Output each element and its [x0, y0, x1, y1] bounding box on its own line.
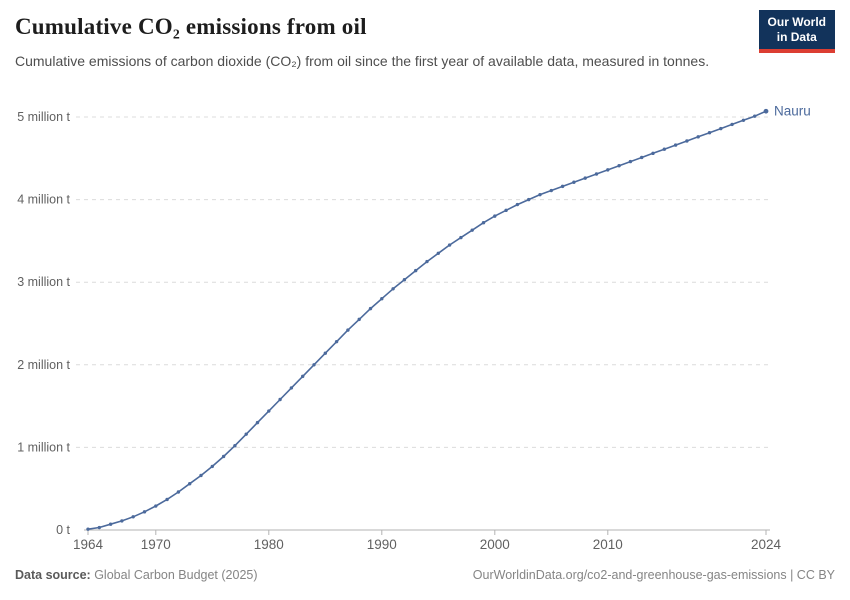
- data-point[interactable]: [685, 139, 689, 143]
- y-tick-label: 4 million t: [17, 193, 70, 207]
- data-point[interactable]: [323, 351, 327, 355]
- y-tick-label: 3 million t: [17, 275, 70, 289]
- data-point[interactable]: [368, 306, 373, 311]
- y-tick-label: 5 million t: [17, 110, 70, 124]
- data-point[interactable]: [459, 235, 463, 240]
- owid-logo[interactable]: Our World in Data: [758, 10, 835, 53]
- data-point[interactable]: [515, 202, 520, 207]
- x-tick-label: 1964: [73, 537, 104, 552]
- data-point[interactable]: [131, 515, 135, 519]
- data-point[interactable]: [436, 251, 440, 255]
- data-point[interactable]: [583, 176, 587, 180]
- data-point[interactable]: [154, 504, 158, 508]
- data-point[interactable]: [86, 527, 90, 531]
- page-subtitle: Cumulative emissions of carbon dioxide (…: [15, 53, 710, 69]
- data-point[interactable]: [391, 287, 395, 291]
- data-point[interactable]: [572, 180, 576, 184]
- x-tick-label: 2000: [480, 537, 510, 552]
- data-point[interactable]: [730, 122, 734, 127]
- data-point[interactable]: [470, 228, 474, 232]
- y-tick-label: 0 t: [56, 523, 70, 537]
- line-chart[interactable]: 0 t 1 million t 2 million t 3 million t 4 mi…: [0, 95, 850, 565]
- data-source-value: Global Carbon Budget (2025): [90, 568, 258, 582]
- data-point[interactable]: [221, 454, 226, 459]
- data-point[interactable]: [334, 339, 339, 344]
- owid-logo-line1: Our World: [767, 15, 826, 29]
- data-point[interactable]: [651, 151, 655, 156]
- page-title: Cumulative CO₂ emissions from oil: [15, 14, 367, 39]
- data-point[interactable]: [301, 374, 305, 379]
- x-tick-label: 1980: [254, 537, 284, 552]
- data-point[interactable]: [640, 155, 644, 160]
- data-point[interactable]: [165, 497, 169, 502]
- data-point[interactable]: [278, 397, 282, 402]
- data-source: Data source: Global Carbon Budget (2025): [15, 568, 258, 582]
- data-point[interactable]: [493, 214, 497, 218]
- owid-logo-line2: in Data: [776, 30, 817, 44]
- data-point[interactable]: [244, 432, 248, 436]
- data-point[interactable]: [188, 482, 192, 486]
- data-point[interactable]: [560, 184, 565, 189]
- data-point[interactable]: [255, 420, 260, 425]
- data-point[interactable]: [233, 444, 237, 448]
- data-point[interactable]: [402, 278, 407, 282]
- chart-footer: Data source: Global Carbon Budget (2025)…: [15, 568, 835, 582]
- data-point[interactable]: [97, 525, 102, 530]
- data-point[interactable]: [108, 522, 113, 526]
- data-point[interactable]: [210, 464, 214, 469]
- data-point[interactable]: [538, 192, 542, 197]
- data-point[interactable]: [289, 386, 294, 390]
- series-line[interactable]: [87, 110, 767, 530]
- x-tick-label: 1990: [367, 537, 397, 552]
- data-point[interactable]: [628, 159, 633, 164]
- data-point[interactable]: [673, 143, 678, 147]
- data-point[interactable]: [617, 164, 621, 168]
- data-point[interactable]: [707, 130, 712, 135]
- data-point[interactable]: [753, 114, 757, 118]
- series-end-point[interactable]: [763, 108, 769, 114]
- data-source-label: Data source:: [15, 568, 91, 582]
- data-point[interactable]: [549, 188, 553, 193]
- data-point[interactable]: [357, 317, 361, 322]
- footer-link[interactable]: OurWorldinData.org/co2-and-greenhouse-ga…: [472, 568, 835, 582]
- data-point[interactable]: [504, 208, 508, 213]
- data-point[interactable]: [120, 519, 124, 523]
- x-tick-label: 2024: [751, 537, 782, 552]
- data-point[interactable]: [312, 363, 316, 367]
- y-tick-label: 2 million t: [17, 358, 70, 372]
- data-point[interactable]: [719, 126, 723, 131]
- x-tick-label: 1970: [141, 537, 171, 552]
- data-point[interactable]: [696, 135, 700, 139]
- y-tick-label: 1 million t: [17, 440, 70, 454]
- data-point[interactable]: [594, 172, 599, 176]
- data-point[interactable]: [527, 197, 531, 202]
- data-point[interactable]: [425, 259, 429, 264]
- data-point[interactable]: [346, 328, 350, 332]
- data-point[interactable]: [662, 147, 666, 151]
- series-entity-label[interactable]: Nauru: [774, 104, 811, 119]
- data-point[interactable]: [142, 510, 147, 514]
- data-point[interactable]: [447, 243, 452, 247]
- data-point[interactable]: [176, 490, 181, 494]
- data-point[interactable]: [267, 409, 271, 413]
- data-point[interactable]: [199, 473, 203, 478]
- data-point[interactable]: [741, 118, 746, 123]
- data-point[interactable]: [414, 268, 418, 273]
- data-point[interactable]: [481, 221, 486, 225]
- data-point[interactable]: [380, 297, 384, 301]
- data-point[interactable]: [606, 168, 610, 172]
- x-tick-label: 2010: [593, 537, 623, 552]
